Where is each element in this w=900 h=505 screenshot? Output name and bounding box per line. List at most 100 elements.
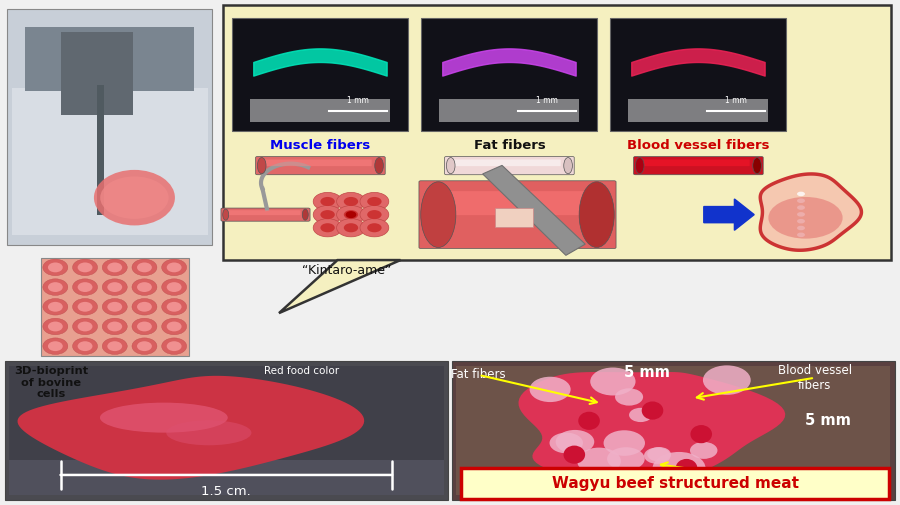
Bar	[232, 18, 408, 131]
Ellipse shape	[48, 263, 63, 272]
Ellipse shape	[604, 430, 645, 456]
Ellipse shape	[166, 282, 182, 292]
Ellipse shape	[320, 197, 335, 206]
Ellipse shape	[137, 341, 152, 351]
Ellipse shape	[320, 223, 335, 232]
Bar	[9, 460, 444, 495]
Ellipse shape	[367, 223, 382, 232]
Ellipse shape	[344, 210, 358, 219]
Text: Blood vessel fibers: Blood vessel fibers	[627, 139, 770, 152]
Ellipse shape	[313, 206, 342, 224]
Ellipse shape	[137, 282, 152, 292]
Ellipse shape	[100, 176, 168, 219]
Bar	[628, 99, 769, 122]
Ellipse shape	[337, 206, 365, 224]
Ellipse shape	[162, 318, 186, 335]
Polygon shape	[17, 376, 365, 480]
FancyBboxPatch shape	[429, 191, 596, 215]
Ellipse shape	[73, 298, 97, 315]
Ellipse shape	[107, 282, 122, 292]
Ellipse shape	[77, 341, 93, 351]
Ellipse shape	[166, 302, 182, 312]
Ellipse shape	[77, 302, 93, 312]
Bar	[61, 32, 133, 115]
Ellipse shape	[590, 368, 635, 395]
Ellipse shape	[797, 206, 805, 210]
Ellipse shape	[367, 197, 382, 206]
Ellipse shape	[313, 192, 342, 211]
Ellipse shape	[132, 279, 157, 295]
FancyBboxPatch shape	[452, 160, 561, 166]
Ellipse shape	[642, 401, 663, 420]
Text: 3D-bioprint
of bovine
cells: 3D-bioprint of bovine cells	[14, 366, 88, 399]
Bar	[250, 99, 391, 122]
Ellipse shape	[690, 425, 712, 443]
Ellipse shape	[580, 182, 614, 247]
Ellipse shape	[797, 219, 805, 224]
FancyBboxPatch shape	[418, 181, 616, 248]
Bar	[25, 27, 194, 91]
Ellipse shape	[529, 377, 571, 402]
Ellipse shape	[313, 219, 342, 237]
Ellipse shape	[374, 158, 383, 174]
Ellipse shape	[107, 302, 122, 312]
Ellipse shape	[48, 322, 63, 331]
Text: Blood vessel
fibers: Blood vessel fibers	[778, 364, 852, 392]
Ellipse shape	[77, 263, 93, 272]
Ellipse shape	[132, 318, 157, 335]
Bar	[40, 258, 189, 356]
Ellipse shape	[446, 158, 455, 174]
FancyBboxPatch shape	[641, 160, 750, 166]
Ellipse shape	[797, 192, 805, 196]
Ellipse shape	[635, 158, 644, 174]
Ellipse shape	[137, 263, 152, 272]
Ellipse shape	[48, 341, 63, 351]
Ellipse shape	[615, 388, 644, 406]
Ellipse shape	[563, 158, 572, 174]
Bar	[223, 5, 891, 260]
Ellipse shape	[77, 322, 93, 331]
Bar	[610, 18, 786, 131]
Bar	[9, 366, 444, 495]
Ellipse shape	[629, 408, 652, 422]
Ellipse shape	[302, 209, 309, 220]
Ellipse shape	[137, 322, 152, 331]
Ellipse shape	[103, 338, 127, 355]
Ellipse shape	[73, 318, 97, 335]
Polygon shape	[760, 174, 861, 250]
Ellipse shape	[676, 459, 698, 477]
Ellipse shape	[797, 226, 805, 230]
Ellipse shape	[360, 206, 389, 224]
Polygon shape	[518, 372, 786, 489]
FancyBboxPatch shape	[221, 208, 310, 221]
Bar	[461, 468, 889, 499]
Ellipse shape	[107, 263, 122, 272]
Ellipse shape	[563, 445, 585, 464]
Ellipse shape	[107, 341, 122, 351]
Ellipse shape	[94, 170, 175, 225]
Ellipse shape	[166, 341, 182, 351]
Polygon shape	[482, 166, 585, 256]
FancyBboxPatch shape	[634, 157, 763, 175]
Ellipse shape	[48, 282, 63, 292]
FancyArrow shape	[704, 199, 754, 230]
Ellipse shape	[555, 430, 594, 454]
Ellipse shape	[550, 433, 583, 453]
Ellipse shape	[73, 279, 97, 295]
Bar	[421, 18, 597, 131]
Ellipse shape	[320, 210, 335, 219]
Ellipse shape	[346, 211, 356, 218]
Ellipse shape	[367, 210, 382, 219]
Bar	[456, 366, 890, 495]
Text: “Kintaro-ame”: “Kintaro-ame”	[302, 264, 392, 277]
Ellipse shape	[166, 322, 182, 331]
Ellipse shape	[752, 158, 761, 174]
Text: 5 mm: 5 mm	[624, 365, 670, 380]
Ellipse shape	[703, 365, 751, 395]
Ellipse shape	[360, 192, 389, 211]
Ellipse shape	[344, 223, 358, 232]
Ellipse shape	[162, 279, 186, 295]
Text: 1 mm: 1 mm	[724, 96, 747, 105]
Ellipse shape	[652, 452, 706, 485]
Ellipse shape	[644, 447, 670, 464]
